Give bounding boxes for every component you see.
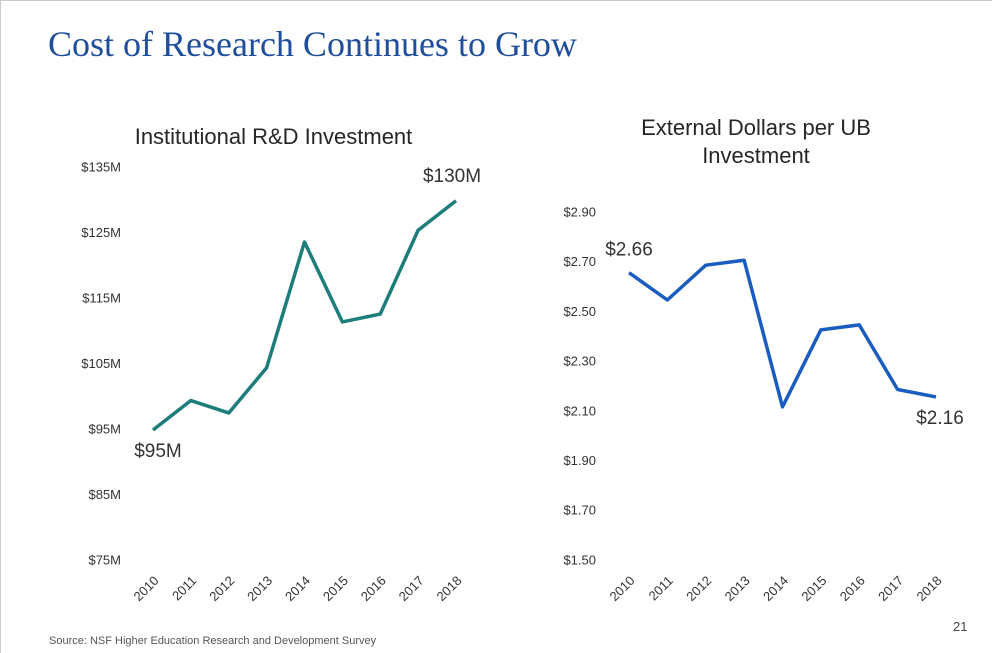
slide-title: Cost of Research Continues to Grow [48,24,577,64]
y-tick-label: $115M [82,290,121,305]
y-tick-label: $2.10 [563,403,596,418]
x-tick-label: 2012 [206,573,237,604]
x-tick-label: 2018 [913,573,944,604]
y-tick-label: $135M [81,159,121,174]
y-tick-label: $2.50 [563,304,596,319]
y-tick-label: $2.90 [563,204,596,219]
x-tick-label: 2011 [646,573,676,603]
data-line [151,199,458,432]
x-tick-label: 2015 [798,573,829,604]
y-tick-label: $105M [81,356,121,371]
page-number: 21 [953,619,968,634]
source-note: Source: NSF Higher Education Research an… [49,635,377,647]
x-tick-label: 2017 [396,573,427,604]
x-tick-label: 2014 [282,573,313,604]
y-tick-label: $125M [81,225,121,240]
value-label: $130M [423,166,481,187]
y-tick-label: $1.90 [563,453,596,468]
value-label: $2.66 [605,240,653,261]
chart-title: External Dollars per UB Investment [641,115,871,168]
x-tick-label: 2013 [722,573,753,604]
x-tick-label: 2016 [358,573,389,604]
y-tick-label: $85M [88,487,121,502]
x-tick-label: 2013 [244,573,275,604]
value-label: $95M [134,441,182,462]
y-tick-label: $2.30 [563,354,596,369]
y-tick-label: $75M [88,552,121,567]
x-tick-label: 2016 [837,573,868,604]
y-tick-label: $1.50 [563,552,596,567]
x-tick-label: 2017 [875,573,906,604]
x-tick-label: 2015 [320,573,351,604]
y-tick-label: $1.70 [563,503,596,518]
x-tick-label: 2014 [760,573,791,604]
x-tick-label: 2011 [169,573,199,603]
chart-title: Institutional R&D Investment [134,124,413,149]
x-tick-label: 2010 [130,573,161,604]
x-tick-label: 2012 [683,573,714,604]
data-line [627,258,937,409]
y-tick-label: $95M [88,421,121,436]
x-tick-label: 2018 [433,573,464,604]
x-tick-label: 2010 [606,573,637,604]
value-label: $2.16 [916,408,964,429]
y-tick-label: $2.70 [563,254,596,269]
